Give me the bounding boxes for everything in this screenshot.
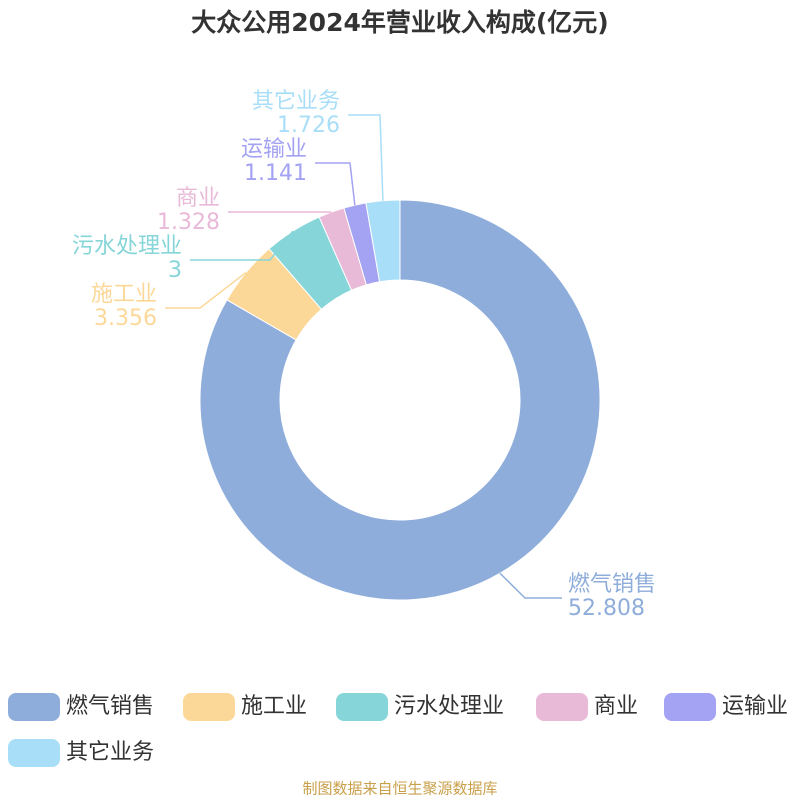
source-note: 制图数据来自恒生聚源数据库 — [302, 780, 497, 798]
legend-swatch — [664, 693, 716, 721]
slice-value: 3 — [168, 258, 182, 283]
leader-line — [315, 162, 356, 206]
legend-label: 商业 — [594, 694, 638, 719]
legend-label: 施工业 — [241, 694, 307, 719]
legend-label: 其它业务 — [66, 740, 154, 765]
legend-swatch — [336, 693, 388, 721]
slice-label: 运输业 — [241, 137, 307, 162]
legend-label: 污水处理业 — [394, 694, 504, 719]
slice-label: 商业 — [176, 186, 220, 211]
donut-slice — [365, 199, 401, 283]
legend-label: 运输业 — [722, 694, 788, 719]
legend-swatch — [8, 739, 60, 767]
slice-value: 3.356 — [94, 306, 157, 331]
leader-line — [499, 572, 562, 599]
slice-value: 1.726 — [277, 113, 340, 138]
slice-label: 污水处理业 — [72, 234, 182, 259]
slice-label: 其它业务 — [252, 89, 340, 114]
leader-line — [348, 114, 384, 201]
leader-line — [190, 230, 294, 261]
slice-label: 燃气销售 — [568, 572, 656, 597]
slice-value: 1.328 — [157, 210, 220, 235]
donut-slice — [199, 199, 601, 601]
chart-title: 大众公用2024年营业收入构成(亿元) — [191, 8, 608, 37]
slice-label: 施工业 — [91, 282, 157, 307]
slice-value: 52.808 — [568, 596, 645, 621]
leader-line — [165, 271, 247, 309]
legend-label: 燃气销售 — [66, 694, 154, 719]
slice-value: 1.141 — [244, 161, 307, 186]
legend-swatch — [8, 693, 60, 721]
legend-swatch — [183, 693, 235, 721]
legend-swatch — [536, 693, 588, 721]
